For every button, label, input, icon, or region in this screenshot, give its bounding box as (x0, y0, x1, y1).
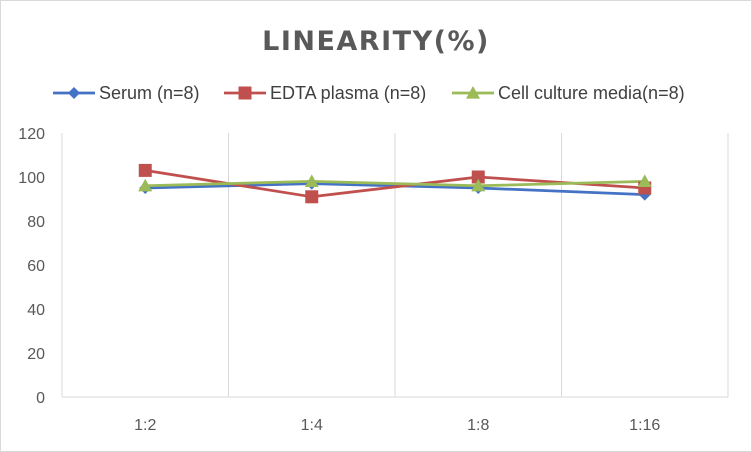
legend-item: EDTA plasma (n=8) (224, 83, 426, 103)
data-point-series-3 (138, 178, 153, 192)
x-tick-label: 1:16 (629, 417, 660, 434)
data-point-series-3 (304, 174, 319, 187)
y-tick-label: 120 (18, 126, 45, 143)
x-tick-label: 1:2 (134, 417, 156, 434)
y-tick-label: 80 (27, 214, 45, 231)
x-tick-label: 1:4 (301, 417, 323, 434)
y-axis-ticks: 0 20 40 60 80 100 120 (18, 126, 45, 407)
legend-marker (238, 86, 252, 100)
y-tick-label: 60 (27, 258, 45, 275)
legend-label: Serum (n=8) (99, 83, 200, 103)
chart-title: LINEARITY(%) (262, 26, 490, 57)
series-line-3 (143, 180, 647, 188)
data-point-series-2 (138, 163, 152, 177)
legend-item: Cell culture media(n=8) (452, 83, 685, 103)
y-tick-label: 40 (27, 302, 45, 319)
legend-label: Cell culture media(n=8) (498, 83, 685, 103)
legend: Serum (n=8) EDTA plasma (n=8) Cell culture… (53, 83, 685, 103)
legend-item: Serum (n=8) (53, 83, 200, 103)
data-point-series-3 (471, 178, 486, 192)
y-tick-label: 100 (18, 170, 45, 187)
series-markers (138, 163, 652, 204)
legend-marker (466, 86, 480, 99)
data-point-series-2 (471, 170, 485, 184)
x-axis-ticks: 1:2 1:4 1:8 1:16 (134, 417, 660, 434)
legend-label: EDTA plasma (n=8) (270, 83, 426, 103)
y-tick-label: 20 (27, 346, 45, 363)
legend-marker (68, 87, 80, 99)
series-lines (143, 169, 647, 199)
data-point-series-3 (637, 174, 652, 187)
x-tick-label: 1:8 (467, 417, 489, 434)
data-point-series-2 (305, 190, 319, 204)
y-tick-label: 0 (36, 390, 45, 407)
plot-grid (61, 133, 729, 398)
